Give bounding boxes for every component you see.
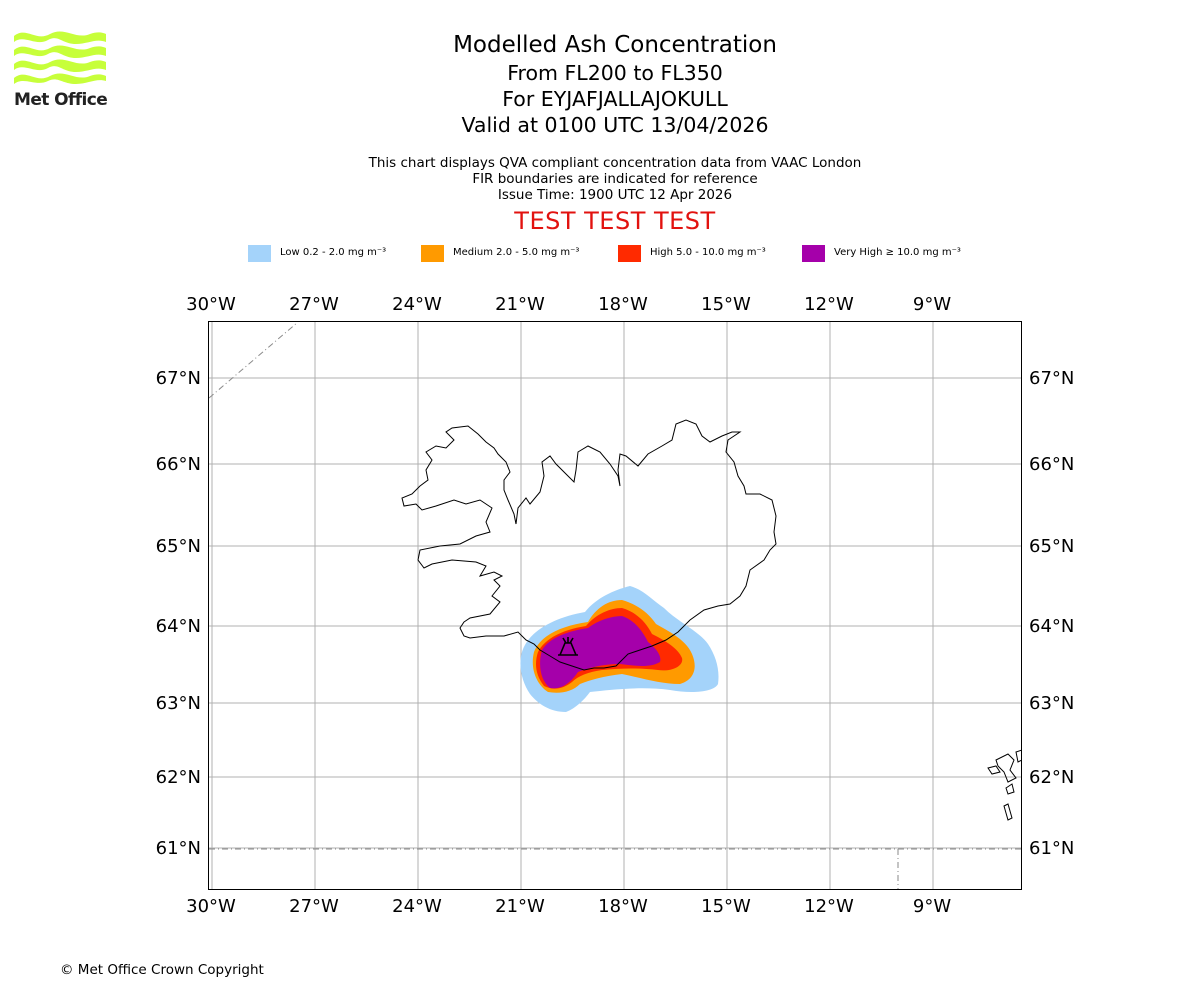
copyright-notice: © Met Office Crown Copyright	[60, 962, 264, 978]
lon-label-top-15w: 15°W	[701, 294, 751, 315]
legend-swatch-high	[618, 245, 641, 262]
lat-label-right-61n: 61°N	[1029, 838, 1074, 859]
legend-label-high: High 5.0 - 10.0 mg m⁻³	[650, 247, 766, 258]
lon-label-bottom-27w: 27°W	[289, 896, 339, 917]
faroe-island-2	[1015, 749, 1022, 763]
iceland-coastline	[401, 419, 777, 671]
faroe-islands	[987, 749, 1022, 821]
logo-text: Met Office	[14, 90, 108, 110]
chart-title-block: Modelled Ash Concentration From FL200 to…	[315, 30, 915, 235]
lat-label-left-66n: 66°N	[156, 454, 201, 475]
faroe-island-5	[1003, 803, 1013, 821]
lon-label-top-12w: 12°W	[804, 294, 854, 315]
lat-label-right-65n: 65°N	[1029, 536, 1074, 557]
lat-label-left-67n: 67°N	[156, 368, 201, 389]
title-line-2: From FL200 to FL350	[507, 61, 723, 85]
lon-label-top-18w: 18°W	[598, 294, 648, 315]
lon-label-top-27w: 27°W	[289, 294, 339, 315]
legend-label-medium: Medium 2.0 - 5.0 mg m⁻³	[453, 247, 580, 258]
volcano-icon	[558, 637, 578, 656]
lon-label-top-30w: 30°W	[186, 294, 236, 315]
subtitle-line-1: This chart displays QVA compliant concen…	[368, 155, 862, 171]
legend-swatch-medium	[421, 245, 444, 262]
lon-label-bottom-18w: 18°W	[598, 896, 648, 917]
lon-label-top-9w: 9°W	[913, 294, 951, 315]
lat-label-left-61n: 61°N	[156, 838, 201, 859]
faroe-island-1	[995, 753, 1017, 783]
lat-label-left-65n: 65°N	[156, 536, 201, 557]
fir-boundaries	[209, 322, 1022, 890]
legend-swatch-low	[248, 245, 271, 262]
lat-label-right-64n: 64°N	[1029, 616, 1074, 637]
lon-label-bottom-30w: 30°W	[186, 896, 236, 917]
lat-label-right-66n: 66°N	[1029, 454, 1074, 475]
ash-plume	[520, 586, 719, 712]
lat-label-right-67n: 67°N	[1029, 368, 1074, 389]
legend-label-low: Low 0.2 - 2.0 mg m⁻³	[280, 247, 387, 258]
lat-label-left-64n: 64°N	[156, 616, 201, 637]
test-banner: TEST TEST TEST	[514, 207, 716, 235]
title-line-3: For EYJAFJALLAJOKULL	[502, 87, 728, 111]
lon-label-bottom-9w: 9°W	[913, 896, 951, 917]
faroe-island-3	[987, 765, 1001, 775]
map-frame	[208, 321, 1022, 890]
lon-label-top-24w: 24°W	[392, 294, 442, 315]
lat-label-right-63n: 63°N	[1029, 693, 1074, 714]
met-office-logo: Met Office	[14, 28, 108, 112]
logo-waves-icon	[14, 31, 106, 84]
subtitle-line-3: Issue Time: 1900 UTC 12 Apr 2026	[497, 187, 733, 203]
lon-label-bottom-12w: 12°W	[804, 896, 854, 917]
legend-swatch-very-high	[802, 245, 825, 262]
lat-label-left-62n: 62°N	[156, 767, 201, 788]
title-line-4: Valid at 0100 UTC 13/04/2026	[461, 113, 769, 137]
lon-label-top-21w: 21°W	[495, 294, 545, 315]
title-line-1: Modelled Ash Concentration	[453, 32, 777, 58]
legend-label-very-high: Very High ≥ 10.0 mg m⁻³	[834, 247, 961, 258]
lon-label-bottom-24w: 24°W	[392, 896, 442, 917]
ash-area-very-high	[540, 616, 661, 689]
faroe-island-4	[1005, 783, 1015, 795]
lon-label-bottom-21w: 21°W	[495, 896, 545, 917]
subtitle-line-2: FIR boundaries are indicated for referen…	[472, 171, 758, 187]
fir-boundary-northwest	[209, 322, 299, 399]
lat-label-right-62n: 62°N	[1029, 767, 1074, 788]
lon-label-bottom-15w: 15°W	[701, 896, 751, 917]
lat-label-left-63n: 63°N	[156, 693, 201, 714]
